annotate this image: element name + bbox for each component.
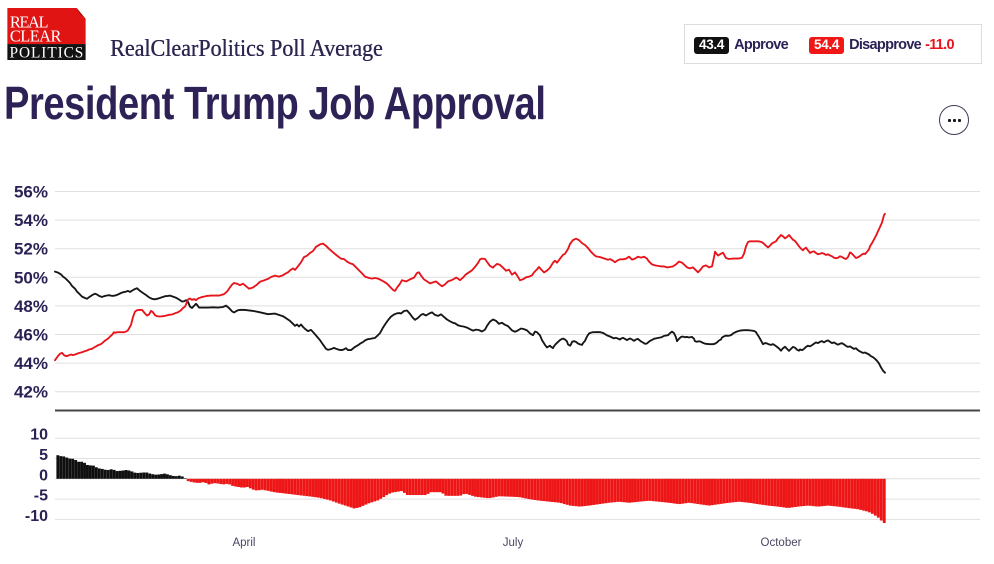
svg-text:0: 0: [39, 467, 48, 484]
svg-text:REAL: REAL: [10, 12, 49, 31]
svg-text:56%: 56%: [14, 183, 48, 202]
svg-text:CLEAR: CLEAR: [10, 27, 62, 46]
svg-text:50%: 50%: [14, 268, 48, 287]
svg-text:-5: -5: [34, 488, 48, 505]
svg-text:April: April: [232, 537, 255, 549]
svg-text:October: October: [761, 537, 802, 549]
svg-text:52%: 52%: [14, 240, 48, 259]
svg-text:42%: 42%: [14, 383, 48, 402]
svg-text:5: 5: [39, 447, 48, 464]
svg-text:10: 10: [30, 427, 48, 444]
svg-text:July: July: [503, 537, 524, 549]
svg-text:POLITICS: POLITICS: [10, 44, 84, 60]
svg-text:44%: 44%: [14, 354, 48, 373]
svg-text:48%: 48%: [14, 297, 48, 316]
svg-text:-10: -10: [25, 508, 48, 525]
svg-text:46%: 46%: [14, 326, 48, 345]
svg-text:54%: 54%: [14, 211, 48, 230]
